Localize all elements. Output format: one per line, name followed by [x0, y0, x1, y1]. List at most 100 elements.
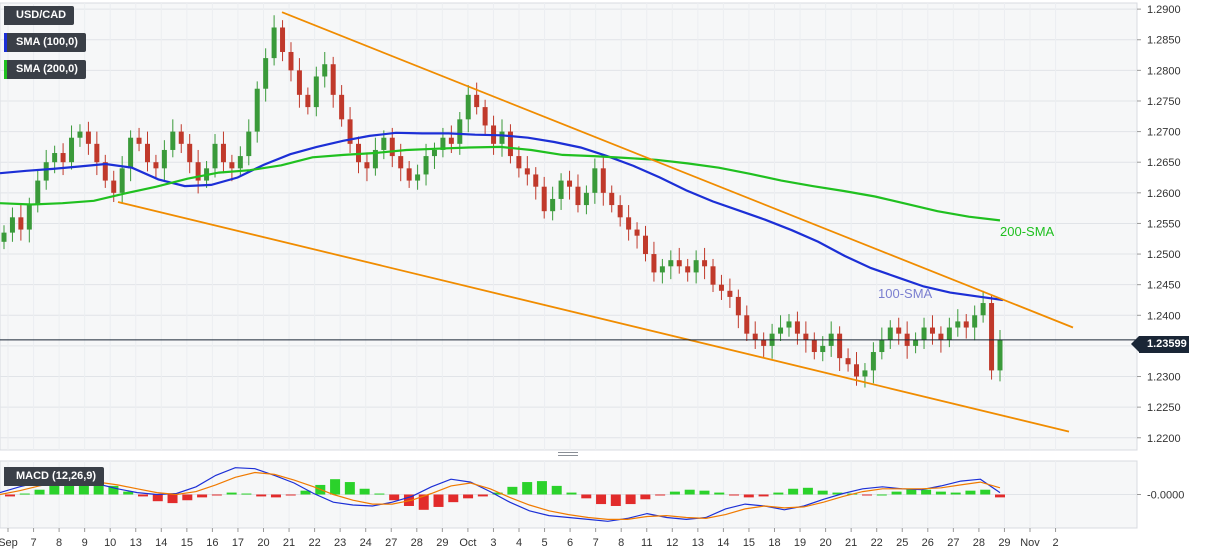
macd-histogram-bar — [699, 490, 710, 495]
candle-body — [288, 51, 294, 71]
candle-body — [94, 143, 100, 163]
x-tick-label: 11 — [641, 537, 652, 549]
candle-body — [879, 339, 885, 353]
candle-body — [330, 64, 336, 95]
macd-histogram-bar — [418, 494, 429, 510]
candle-body — [35, 180, 41, 206]
macd-histogram-bar — [226, 492, 237, 495]
candle-body — [718, 284, 724, 291]
legend-macd[interactable]: MACD (12,26,9) — [4, 467, 105, 486]
legend-sma-200[interactable]: SMA (200,0) — [4, 60, 86, 79]
candle-body — [583, 192, 589, 206]
candle-body — [634, 229, 640, 236]
macd-histogram-bar — [463, 494, 474, 499]
macd-histogram-bar — [152, 494, 163, 502]
candle-body — [347, 119, 353, 144]
candle-body — [668, 260, 674, 267]
legend-sma-200-swatch — [4, 60, 7, 79]
macd-histogram-bar — [995, 494, 1005, 498]
candle-body — [440, 137, 446, 150]
macd-histogram-bar — [123, 491, 134, 495]
x-tick-label: 20 — [819, 537, 831, 549]
y-tick-label: 1.2250 — [1147, 402, 1181, 414]
y-tick-label: 1.2450 — [1147, 280, 1181, 292]
macd-histogram-bar — [285, 494, 296, 496]
candle-body — [837, 333, 843, 359]
candle-body — [651, 254, 657, 273]
legend-sma-200-label: SMA (200,0) — [16, 63, 78, 75]
sma-100-line — [0, 131, 1004, 302]
candle-body — [870, 352, 876, 371]
y-tick-label: 1.2700 — [1147, 127, 1181, 139]
macd-histogram-bar — [581, 494, 592, 499]
x-tick-label: 23 — [334, 537, 346, 549]
x-tick-label: 8 — [618, 537, 624, 549]
candle-body — [246, 131, 252, 157]
legend-symbol[interactable]: USD/CAD — [4, 6, 75, 25]
macd-histogram-bar — [5, 494, 15, 497]
macd-histogram-bar — [300, 490, 311, 495]
candle-body — [26, 205, 32, 230]
y-tick-label: 1.2850 — [1147, 35, 1181, 47]
candle-body — [778, 327, 784, 334]
candle-body — [744, 315, 750, 334]
x-tick-label: 21 — [845, 537, 857, 549]
candle-body — [913, 339, 919, 346]
x-tick-label: 20 — [257, 537, 269, 549]
macd-histogram-bar — [211, 494, 222, 496]
candle-body — [710, 266, 716, 285]
macd-histogram-bar — [270, 494, 281, 498]
x-tick-label: 4 — [516, 537, 522, 549]
candle-body — [372, 149, 378, 169]
candle-body — [280, 27, 286, 52]
macd-histogram-bar — [241, 493, 252, 495]
legend-sma-100[interactable]: SMA (100,0) — [4, 33, 86, 52]
candle-body — [786, 321, 792, 328]
candle-body — [136, 137, 142, 144]
macd-histogram-bar — [566, 492, 577, 495]
candle-body — [423, 156, 429, 175]
candle-body — [153, 162, 159, 169]
macd-histogram-bar — [758, 494, 769, 497]
candle-body — [685, 266, 691, 273]
candle-body — [18, 217, 24, 230]
candle-body — [592, 168, 598, 193]
macd-histogram-bar — [965, 490, 976, 495]
x-tick-label: 5 — [541, 537, 547, 549]
candle-body — [187, 143, 193, 163]
y-tick-label: 1.2600 — [1147, 188, 1181, 200]
candle-body — [499, 131, 505, 144]
macd-histogram-bar — [921, 489, 932, 495]
macd-histogram-bar — [93, 481, 104, 495]
y-tick-label: 1.2400 — [1147, 310, 1181, 322]
macd-histogram-bar — [596, 494, 607, 505]
candle-body — [989, 303, 995, 371]
macd-histogram-bar — [551, 485, 562, 495]
x-tick-label: 17 — [232, 537, 244, 549]
macd-histogram-bar — [108, 485, 119, 495]
y-tick-label: 1.2750 — [1147, 96, 1181, 108]
candle-body — [507, 131, 513, 157]
x-tick-label: 6 — [567, 537, 573, 549]
candle-body — [144, 143, 150, 163]
x-tick-label: 14 — [155, 537, 167, 549]
macd-histogram-bar — [344, 482, 355, 495]
x-tick-label: 3 — [490, 537, 496, 549]
macd-histogram-bar — [448, 494, 459, 503]
x-tick-label: 28 — [411, 537, 423, 549]
macd-histogram-bar — [950, 492, 961, 495]
macd-histogram-bar — [714, 492, 725, 495]
macd-histogram-bar — [19, 493, 30, 495]
pane-splitter-handle[interactable] — [558, 452, 578, 459]
candle-body — [600, 168, 606, 193]
legend-macd-label: MACD (12,26,9) — [16, 470, 97, 482]
candle-body — [313, 76, 319, 108]
candle-body — [803, 333, 809, 340]
candle-body — [533, 174, 539, 187]
candle-body — [980, 303, 986, 316]
candle-body — [946, 327, 952, 340]
candle-body — [524, 168, 530, 175]
macd-histogram-bar — [876, 494, 887, 496]
x-tick-label: 21 — [283, 537, 295, 549]
macd-histogram-bar — [980, 489, 991, 495]
